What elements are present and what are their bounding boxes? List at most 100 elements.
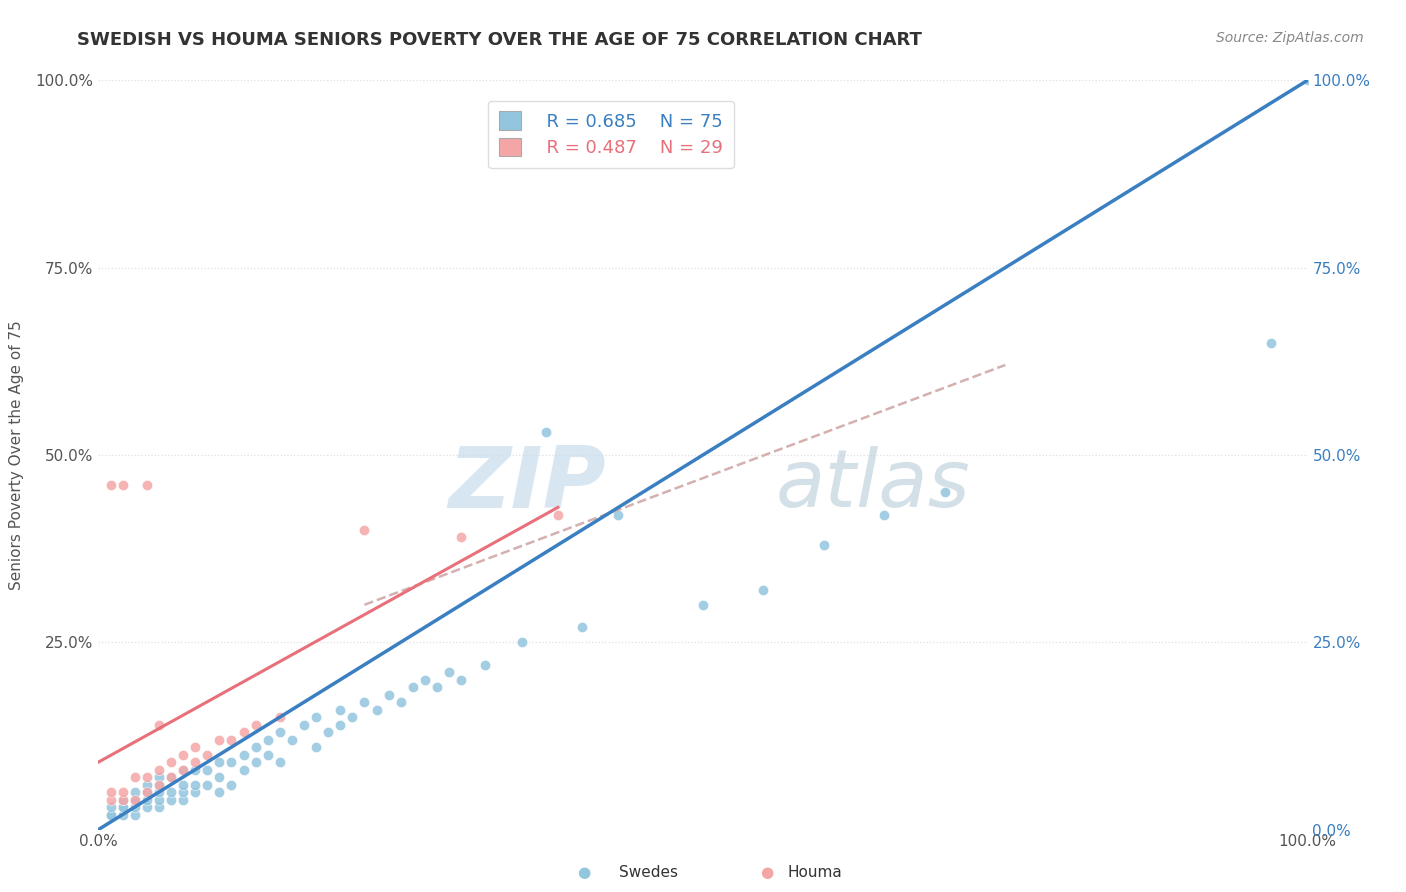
Point xyxy=(342,710,364,724)
Point xyxy=(873,508,896,522)
Point xyxy=(353,523,375,537)
Point xyxy=(245,740,267,755)
Point xyxy=(256,732,278,747)
Point xyxy=(377,688,399,702)
Point xyxy=(195,763,218,777)
Point xyxy=(245,717,267,731)
Point xyxy=(111,792,134,806)
Point xyxy=(366,703,388,717)
Y-axis label: Seniors Poverty Over the Age of 75: Seniors Poverty Over the Age of 75 xyxy=(10,320,24,590)
Point xyxy=(571,620,593,634)
Point xyxy=(111,807,134,822)
Point xyxy=(195,747,218,762)
Point xyxy=(221,778,243,792)
Point xyxy=(148,800,170,814)
Point xyxy=(208,770,231,784)
Point xyxy=(148,763,170,777)
Text: Swedes: Swedes xyxy=(619,865,678,880)
Point xyxy=(100,807,122,822)
Point xyxy=(752,582,775,597)
Text: SWEDISH VS HOUMA SENIORS POVERTY OVER THE AGE OF 75 CORRELATION CHART: SWEDISH VS HOUMA SENIORS POVERTY OVER TH… xyxy=(77,31,922,49)
Point xyxy=(607,508,630,522)
Point xyxy=(172,778,194,792)
Point xyxy=(172,792,194,806)
Point xyxy=(148,778,170,792)
Point xyxy=(135,478,157,492)
Point xyxy=(100,478,122,492)
Point xyxy=(111,478,134,492)
Point xyxy=(111,800,134,814)
Point xyxy=(135,800,157,814)
Point xyxy=(184,778,207,792)
Point xyxy=(208,732,231,747)
Point xyxy=(160,792,183,806)
Point xyxy=(934,485,956,500)
Point xyxy=(184,763,207,777)
Text: Houma: Houma xyxy=(787,865,842,880)
Point xyxy=(124,770,146,784)
Text: ●: ● xyxy=(576,865,591,880)
Point xyxy=(329,703,352,717)
Point xyxy=(426,680,449,694)
Point xyxy=(148,792,170,806)
Point xyxy=(450,673,472,687)
Point xyxy=(329,717,352,731)
Point xyxy=(547,508,569,522)
Text: atlas: atlas xyxy=(776,446,970,524)
Point xyxy=(232,725,254,739)
Point xyxy=(269,725,291,739)
Point xyxy=(160,785,183,799)
Text: ZIP: ZIP xyxy=(449,443,606,526)
Point xyxy=(148,778,170,792)
Point xyxy=(100,800,122,814)
Point xyxy=(184,740,207,755)
Point xyxy=(135,778,157,792)
Point xyxy=(1296,73,1319,87)
Point xyxy=(692,598,714,612)
Point xyxy=(208,755,231,769)
Point xyxy=(269,710,291,724)
Point xyxy=(534,425,557,440)
Point xyxy=(281,732,304,747)
Text: ●: ● xyxy=(759,865,773,880)
Point xyxy=(160,770,183,784)
Point xyxy=(292,717,315,731)
Point xyxy=(195,778,218,792)
Point xyxy=(172,763,194,777)
Point xyxy=(813,538,835,552)
Point xyxy=(148,770,170,784)
Text: Source: ZipAtlas.com: Source: ZipAtlas.com xyxy=(1216,31,1364,45)
Point xyxy=(111,785,134,799)
Point xyxy=(389,695,412,709)
Point xyxy=(232,763,254,777)
Point xyxy=(510,635,533,649)
Point xyxy=(269,755,291,769)
Point xyxy=(1260,335,1282,350)
Point xyxy=(256,747,278,762)
Point xyxy=(160,770,183,784)
Point xyxy=(135,770,157,784)
Point xyxy=(474,657,496,672)
Point xyxy=(124,792,146,806)
Point xyxy=(111,800,134,814)
Point xyxy=(232,747,254,762)
Point xyxy=(111,792,134,806)
Point xyxy=(172,785,194,799)
Point xyxy=(172,747,194,762)
Point xyxy=(221,732,243,747)
Point xyxy=(124,792,146,806)
Point xyxy=(135,785,157,799)
Point xyxy=(208,785,231,799)
Point xyxy=(124,807,146,822)
Point xyxy=(100,792,122,806)
Point xyxy=(450,530,472,544)
Point xyxy=(305,710,328,724)
Point xyxy=(172,763,194,777)
Point xyxy=(148,785,170,799)
Point xyxy=(160,755,183,769)
Point xyxy=(148,717,170,731)
Point xyxy=(100,785,122,799)
Point xyxy=(184,785,207,799)
Point xyxy=(184,755,207,769)
Point xyxy=(135,785,157,799)
